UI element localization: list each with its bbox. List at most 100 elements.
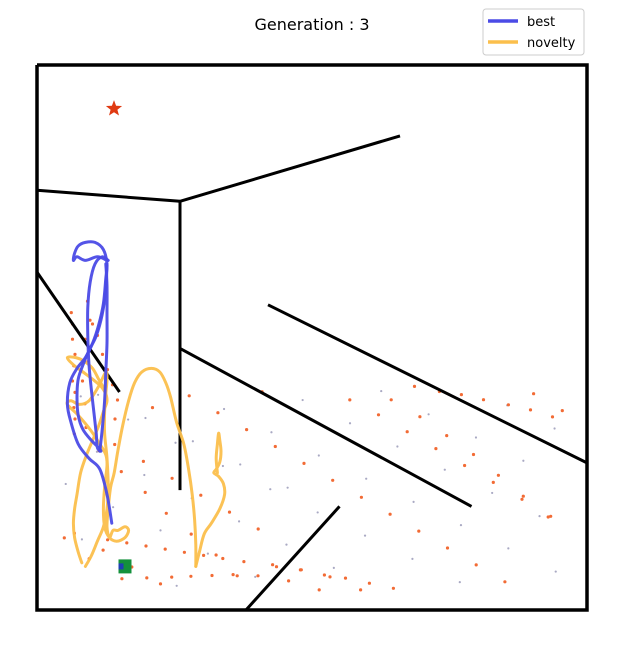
gray-point (286, 486, 289, 489)
legend-label-best: best (527, 15, 555, 30)
gray-point (206, 552, 209, 555)
gray-point (332, 566, 335, 569)
orange-point (187, 394, 191, 398)
orange-point (459, 393, 463, 397)
maze-walls (35, 63, 589, 612)
gray-point (554, 570, 557, 573)
gray-point (222, 407, 226, 411)
gray-point (143, 473, 146, 477)
gray-point (95, 450, 99, 453)
gray-point (474, 436, 478, 439)
orange-point (299, 568, 303, 572)
maze-wall (244, 505, 341, 612)
orange-point (388, 512, 392, 516)
orange-point (405, 430, 409, 434)
orange-point (503, 580, 507, 584)
orange-point (389, 398, 393, 402)
orange-point (199, 493, 203, 497)
orange-point (343, 576, 348, 580)
gray-point (175, 584, 178, 587)
gray-point (459, 524, 463, 527)
orange-point (216, 411, 220, 415)
orange-point (474, 563, 478, 567)
gray-point (239, 463, 242, 466)
orange-point (434, 447, 438, 451)
orange-point (73, 417, 77, 421)
gray-point (316, 511, 319, 514)
gray-point (237, 520, 241, 523)
orange-point (150, 406, 155, 410)
orange-point (256, 527, 260, 531)
start-marker (118, 559, 132, 574)
orange-point (189, 532, 193, 536)
orange-point (163, 547, 167, 551)
orange-point (322, 573, 326, 577)
orange-point (214, 553, 218, 557)
gray-point (553, 427, 556, 430)
orange-point (145, 576, 149, 580)
orange-point (317, 588, 321, 592)
orange-point (88, 318, 92, 322)
orange-point (359, 588, 363, 592)
orange-point (496, 473, 500, 477)
orange-point (328, 575, 332, 579)
orange-point (141, 459, 145, 463)
orange-point (231, 573, 235, 577)
gray-point (97, 393, 100, 396)
maze-wall (36, 188, 181, 203)
orange-point (189, 574, 193, 578)
gray-point (427, 413, 430, 416)
gray-point (363, 534, 367, 537)
gray-point (174, 441, 177, 444)
orange-point (235, 574, 239, 578)
orange-point (418, 415, 422, 419)
orange-point (100, 352, 105, 356)
markers (105, 100, 132, 574)
gray-point (380, 389, 383, 393)
orange-point (143, 490, 147, 494)
trajectories (65, 240, 227, 568)
orange-point (273, 444, 277, 449)
orange-point (242, 560, 246, 564)
orange-point (101, 548, 105, 552)
orange-point (245, 428, 249, 432)
gray-point (254, 575, 257, 578)
orange-point (376, 413, 381, 417)
orange-point (125, 541, 129, 545)
gray-point (522, 459, 525, 462)
orange-point (463, 463, 467, 468)
orange-point (62, 536, 66, 540)
orange-point (367, 581, 371, 585)
gray-point (301, 398, 304, 402)
orange-point (227, 510, 232, 514)
orange-point (412, 384, 417, 388)
trajectory-novelty (65, 355, 109, 565)
orange-point (481, 398, 486, 402)
trajectory-novelty (65, 366, 198, 568)
orange-point (520, 497, 524, 501)
orange-point (521, 494, 525, 498)
orange-point (115, 398, 120, 402)
orange-point (348, 398, 352, 402)
orange-point (302, 461, 306, 465)
orange-point (532, 392, 536, 396)
orange-point (274, 565, 279, 569)
orange-point (271, 563, 275, 567)
orange-point (506, 403, 510, 407)
orange-point (119, 470, 123, 474)
maze-border (35, 63, 589, 612)
gray-point (348, 422, 352, 425)
gray-point (458, 580, 461, 584)
orange-point (331, 478, 335, 482)
orange-point (550, 415, 555, 419)
orange-point (471, 452, 476, 457)
orange-point (164, 511, 168, 515)
orange-point (287, 579, 291, 583)
orange-point (417, 529, 421, 533)
orange-point (560, 409, 564, 413)
gray-point (396, 445, 399, 448)
orange-point (182, 550, 186, 554)
orange-point (491, 480, 495, 484)
orange-point (210, 573, 214, 578)
